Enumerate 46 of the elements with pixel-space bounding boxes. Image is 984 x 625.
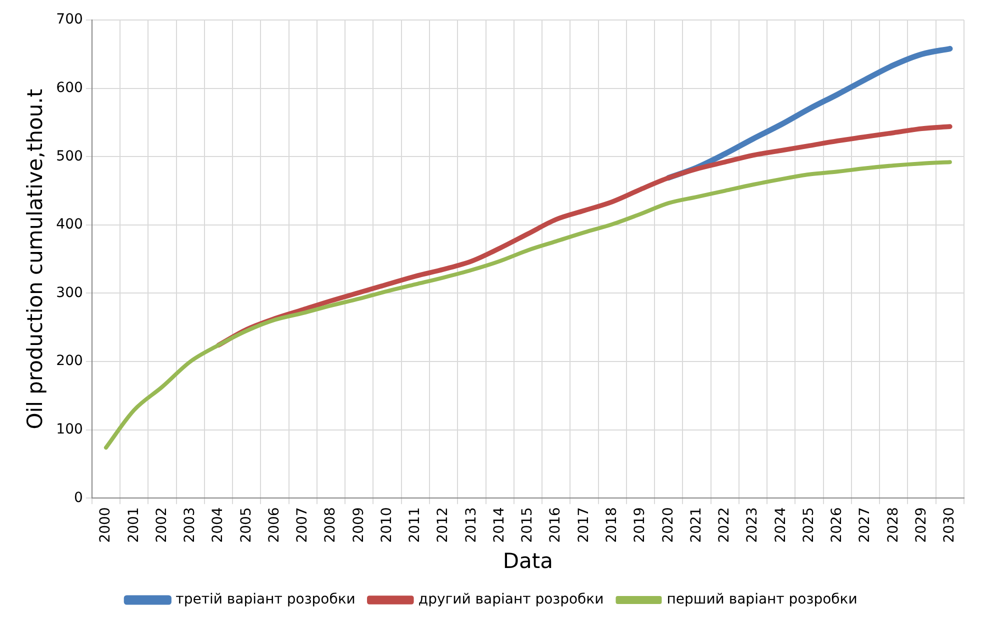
x-tick-label: 2027 bbox=[857, 507, 874, 543]
x-tick-label: 2012 bbox=[435, 507, 452, 543]
line-series bbox=[104, 160, 952, 450]
x-tick-label: 2015 bbox=[520, 507, 536, 543]
x-tick-label: 2003 bbox=[182, 507, 198, 543]
x-tick-label: 2019 bbox=[632, 507, 648, 543]
line-series bbox=[216, 124, 952, 348]
x-tick-label: 2000 bbox=[98, 507, 114, 543]
x-tick-label: 2002 bbox=[154, 507, 170, 543]
x-tick-label: 2005 bbox=[238, 507, 254, 543]
x-tick-label: 2016 bbox=[548, 507, 564, 543]
x-tick-label: 2001 bbox=[126, 507, 142, 543]
y-tick-label: 600 bbox=[56, 80, 83, 96]
y-tick-label: 500 bbox=[56, 148, 83, 164]
x-tick-label: 2009 bbox=[350, 507, 367, 543]
x-tick-label: 2014 bbox=[491, 507, 508, 543]
y-tick-label: 100 bbox=[56, 422, 83, 438]
x-tick-label: 2030 bbox=[942, 507, 958, 543]
x-tick-label: 2007 bbox=[294, 507, 311, 543]
x-axis-title: Data bbox=[502, 548, 554, 573]
legend-label: третій варіант розробки bbox=[176, 592, 356, 608]
x-tick-label: 2020 bbox=[660, 507, 676, 543]
x-tick-label: 2004 bbox=[210, 507, 226, 543]
x-tick-label: 2008 bbox=[322, 507, 339, 543]
x-tick-label: 2028 bbox=[885, 507, 902, 543]
legend-label: перший варіант розробки bbox=[666, 592, 858, 608]
x-tick-label: 2018 bbox=[604, 507, 620, 543]
x-tick-label: 2022 bbox=[716, 507, 733, 543]
y-tick-label: 400 bbox=[56, 216, 83, 233]
x-tick-label: 2013 bbox=[463, 507, 480, 543]
x-tick-label: 2025 bbox=[800, 507, 817, 543]
legend-label: другий варіант розробки bbox=[418, 592, 604, 608]
y-tick-label: 300 bbox=[56, 284, 83, 301]
x-tick-label: 2023 bbox=[744, 507, 761, 543]
x-tick-label: 2024 bbox=[772, 507, 789, 543]
x-tick-label: 2010 bbox=[378, 507, 395, 543]
x-tick-label: 2021 bbox=[688, 507, 704, 543]
x-tick-label: 2029 bbox=[913, 507, 930, 543]
x-tick-label: 2011 bbox=[407, 507, 424, 543]
y-tick-label: 200 bbox=[56, 353, 83, 370]
y-tick-label: 0 bbox=[74, 490, 83, 506]
y-axis-title: Oil production cumulative,thou.t bbox=[23, 88, 48, 430]
x-tick-label: 2006 bbox=[266, 507, 282, 543]
x-tick-label: 2017 bbox=[576, 507, 592, 543]
y-tick-label: 700 bbox=[56, 12, 83, 28]
x-tick-label: 2026 bbox=[829, 507, 846, 543]
